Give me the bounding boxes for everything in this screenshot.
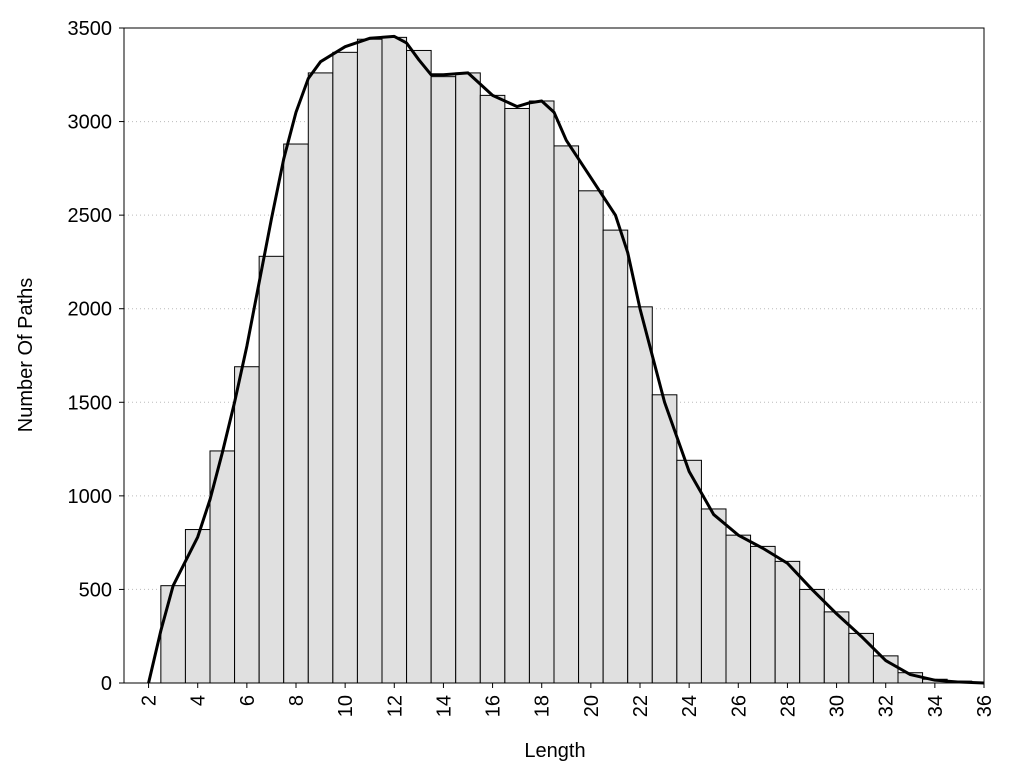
- bar: [528, 100, 555, 684]
- bar: [307, 72, 334, 684]
- bar: [381, 36, 408, 684]
- x-tick-label: 22: [630, 695, 652, 717]
- bar: [504, 107, 530, 684]
- y-tick-label: 3500: [68, 18, 113, 40]
- bar: [160, 585, 186, 684]
- bar: [627, 306, 653, 684]
- bar: [332, 51, 358, 684]
- y-tick-label: 2000: [68, 299, 113, 321]
- bar: [356, 38, 383, 684]
- bar: [774, 560, 801, 684]
- x-axis-label: Length: [524, 740, 585, 762]
- x-tick-label: 10: [335, 695, 357, 717]
- x-tick-label: 36: [974, 695, 996, 717]
- x-tick-label: 20: [581, 695, 603, 717]
- plot-frame: [123, 27, 985, 684]
- x-tick-label: 14: [433, 695, 455, 717]
- bar: [651, 394, 678, 684]
- x-tick-label: 16: [483, 695, 505, 717]
- y-tick-label: 1000: [68, 486, 113, 508]
- y-tick-label: 1500: [68, 392, 113, 414]
- y-tick-label: 3000: [68, 112, 113, 134]
- bar: [578, 190, 604, 684]
- x-tick-label: 4: [188, 695, 210, 706]
- bar: [553, 145, 580, 684]
- x-tick-label: 24: [679, 695, 701, 717]
- y-axis-label: Number Of Paths: [15, 278, 37, 433]
- y-tick-label: 2500: [68, 205, 113, 227]
- bar: [725, 534, 752, 684]
- bar: [676, 459, 702, 684]
- bar: [430, 76, 457, 684]
- x-tick-label: 18: [532, 695, 554, 717]
- bar: [799, 588, 825, 684]
- x-tick-label: 2: [139, 695, 161, 706]
- bar: [258, 255, 285, 684]
- x-tick-label: 12: [384, 695, 406, 717]
- bar: [479, 94, 506, 684]
- bar: [700, 508, 727, 684]
- x-tick-label: 34: [925, 695, 947, 717]
- x-tick-label: 30: [827, 695, 849, 717]
- x-tick-label: 28: [777, 695, 799, 717]
- bar: [848, 632, 874, 684]
- x-tick-label: 32: [876, 695, 898, 717]
- y-tick-label: 500: [79, 579, 112, 601]
- x-tick-label: 6: [237, 695, 259, 706]
- bar: [455, 72, 481, 684]
- bar: [234, 366, 260, 684]
- bar: [602, 229, 629, 684]
- bar: [750, 545, 776, 684]
- density-curve: [147, 34, 985, 685]
- x-tick-label: 26: [728, 695, 750, 717]
- x-tick-label: 8: [286, 695, 308, 706]
- y-tick-label: 0: [101, 673, 112, 695]
- bar: [406, 49, 432, 684]
- bar: [283, 143, 309, 684]
